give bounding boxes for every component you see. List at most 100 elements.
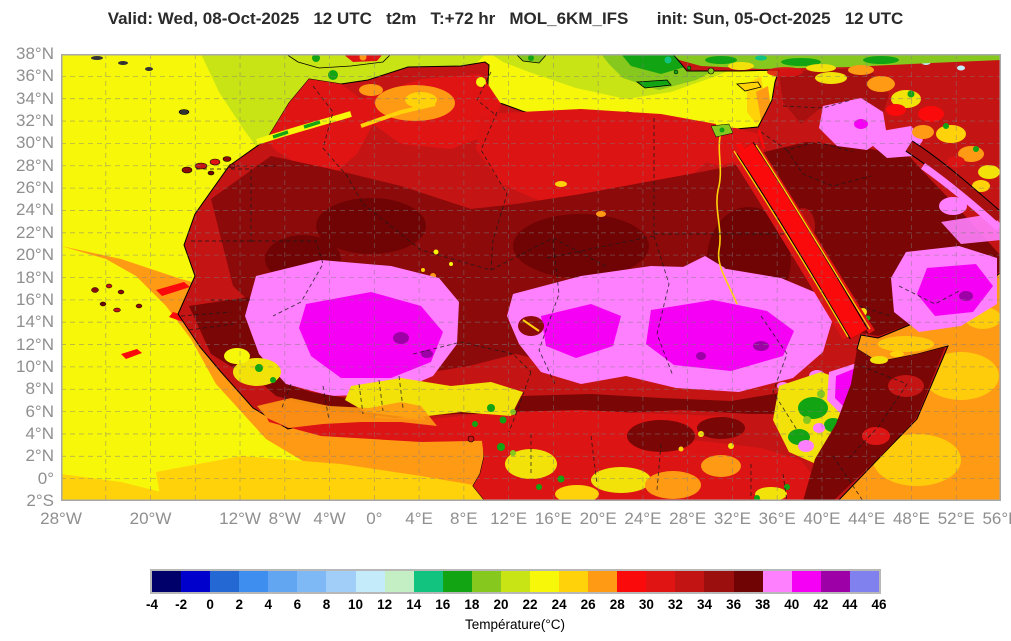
- lat-tick-label: 14°N: [16, 312, 54, 332]
- colorbar-cell: [500, 571, 531, 592]
- iberia-landmass: [284, 53, 392, 69]
- lon-tick-label: 12°E: [490, 509, 528, 528]
- colorbar-tick-label: 24: [551, 597, 567, 612]
- red-sea: [729, 129, 875, 340]
- colorbar-cell: [617, 571, 647, 592]
- map-frame: [61, 54, 1001, 501]
- lat-tick-label: 34°N: [16, 88, 54, 108]
- persian-gulf: [905, 140, 1004, 231]
- colorbar-cell: [442, 571, 472, 592]
- lat-tick-label: 4°N: [25, 423, 54, 443]
- colorbar-cell: [588, 571, 618, 592]
- lat-tick-label: 18°N: [16, 267, 54, 287]
- colorbar-tick-label: 8: [322, 597, 331, 612]
- lon-tick-label: 0°: [366, 509, 383, 528]
- lat-tick-label: 24°N: [16, 200, 54, 220]
- colorbar-tick-label: 42: [813, 597, 829, 612]
- gridlines: [60, 53, 1002, 502]
- colorbar-cell: [413, 571, 443, 592]
- lon-tick-label: 28°E: [669, 509, 707, 528]
- lon-tick-label: 56°E: [982, 509, 1011, 528]
- colorbar-tick-label: 28: [609, 597, 625, 612]
- colorbar-cell: [762, 571, 792, 592]
- colorbar-tick-label: 46: [871, 597, 887, 612]
- colorbar-tick-label: 20: [493, 597, 509, 612]
- colorbar-cell: [733, 571, 763, 592]
- colorbar-tick-label: 36: [726, 597, 742, 612]
- lat-tick-label: 20°N: [16, 245, 54, 265]
- colorbar-cell: [471, 571, 501, 592]
- colorbar-cell: [210, 571, 240, 592]
- colorbar-caption: Température(°C): [465, 617, 565, 632]
- lon-tick-label: 48°E: [892, 509, 930, 528]
- lat-tick-label: 10°N: [16, 356, 54, 376]
- colorbar-cell: [152, 571, 182, 592]
- lon-tick-label: 28°W: [40, 509, 82, 528]
- temperature-map: [60, 53, 1004, 503]
- colorbar-tick-label: 2: [235, 597, 243, 612]
- colorbar-cell: [239, 571, 269, 592]
- colorbar-tick-label: 22: [522, 597, 538, 612]
- lon-tick-label: 40°E: [803, 509, 841, 528]
- colorbar-cell: [297, 571, 327, 592]
- lat-tick-label: 22°N: [16, 222, 54, 242]
- colorbar-tick-label: 0: [206, 597, 214, 612]
- colorbar-cell: [326, 571, 356, 592]
- colorbar-tick-label: 14: [406, 597, 422, 612]
- lat-tick-label: 30°N: [16, 133, 54, 153]
- colorbar-cell: [355, 571, 385, 592]
- colorbar-cell: [791, 571, 821, 592]
- lat-tick-label: 12°N: [16, 334, 54, 354]
- colorbar-cell: [530, 571, 560, 592]
- colorbar-tick-label: 16: [435, 597, 451, 612]
- colorbar-tick-label: 30: [638, 597, 654, 612]
- colorbar-cell: [268, 571, 298, 592]
- lon-tick-label: 44°E: [848, 509, 886, 528]
- lon-tick-label: 52°E: [937, 509, 975, 528]
- lon-tick-label: 16°E: [534, 509, 572, 528]
- colorbar-tick-label: -4: [145, 597, 159, 612]
- lat-tick-label: 28°N: [16, 155, 54, 175]
- lat-tick-label: 8°N: [25, 379, 54, 399]
- colorbar-tick-label: 44: [842, 597, 858, 612]
- lon-tick-label: 36°E: [758, 509, 796, 528]
- islands: [91, 53, 762, 443]
- colorbar-tick-label: 26: [580, 597, 596, 612]
- colorbar-cell: [820, 571, 850, 592]
- lon-tick-label: 4°W: [313, 509, 346, 528]
- lat-tick-label: 26°N: [16, 178, 54, 198]
- nile-river: [710, 123, 738, 305]
- land-temperature-regions: [189, 54, 1001, 503]
- colorbar-tick-label: 6: [293, 597, 302, 612]
- lon-tick-label: 8°E: [450, 509, 478, 528]
- lat-tick-label: 38°N: [16, 44, 54, 63]
- colorbar-tick-label: 12: [377, 597, 393, 612]
- colorbar-tick-label: 34: [697, 597, 713, 612]
- lat-tick-label: 2°N: [25, 446, 54, 466]
- lat-tick-label: 6°N: [25, 401, 54, 421]
- lon-tick-label: 32°E: [713, 509, 751, 528]
- colorbar-tick-label: 4: [264, 597, 273, 612]
- lon-tick-label: 12°W: [219, 509, 261, 528]
- colorbar-cell: [384, 571, 414, 592]
- lat-tick-label: 2°S: [26, 491, 54, 510]
- colorbar-tick-label: 32: [667, 597, 683, 612]
- colorbar-tick-label: 38: [755, 597, 771, 612]
- colorbar-cell: [559, 571, 589, 592]
- lon-tick-label: 4°E: [405, 509, 433, 528]
- colorbar-tick-label: 10: [348, 597, 364, 612]
- lat-tick-label: 0°: [37, 468, 54, 488]
- colorbar-cell: [675, 571, 705, 592]
- lon-tick-label: 20°E: [579, 509, 617, 528]
- colorbar: [152, 571, 879, 592]
- colorbar-cell: [181, 571, 211, 592]
- lat-tick-label: 16°N: [16, 289, 54, 309]
- colorbar-cell: [704, 571, 734, 592]
- colorbar-cell: [646, 571, 676, 592]
- lon-tick-label: 8°W: [268, 509, 301, 528]
- lat-tick-label: 32°N: [16, 111, 54, 131]
- lon-tick-label: 20°W: [129, 509, 172, 528]
- map-canvas: [60, 53, 1004, 503]
- colorbar-cell: [849, 571, 879, 592]
